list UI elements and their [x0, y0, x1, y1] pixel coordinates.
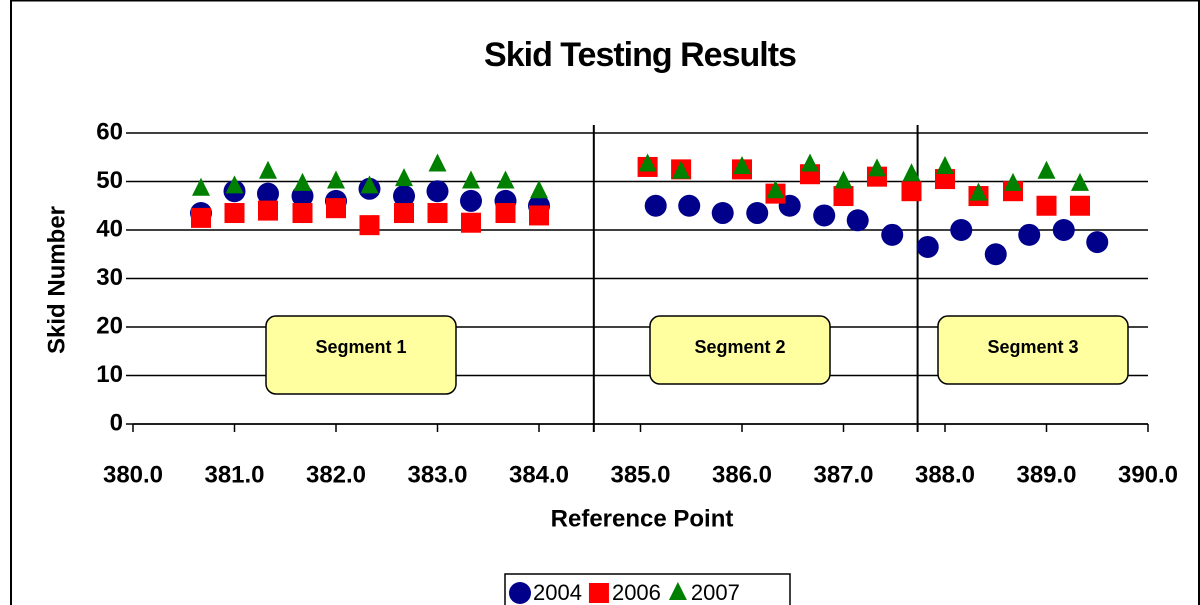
x-tick-label: 382.0 — [306, 461, 366, 488]
point — [459, 189, 482, 212]
point — [766, 180, 785, 199]
legend-marker — [509, 582, 531, 604]
point — [902, 163, 921, 182]
y-tick-label: 0 — [110, 409, 123, 436]
point — [395, 168, 414, 187]
point — [327, 170, 345, 189]
point — [359, 215, 380, 236]
point — [461, 170, 480, 189]
point — [530, 180, 548, 199]
point — [746, 202, 769, 225]
x-tick-label: 385.0 — [610, 461, 670, 488]
point — [192, 177, 211, 196]
point — [258, 160, 277, 179]
x-tick-label: 380.0 — [103, 461, 163, 488]
point — [1070, 172, 1089, 191]
point — [393, 185, 416, 208]
point — [191, 207, 212, 228]
segment-box — [265, 315, 457, 395]
point — [984, 243, 1007, 266]
point — [672, 160, 691, 179]
frame — [10, 0, 1200, 605]
x-tick-label: 387.0 — [813, 461, 873, 488]
legend-label: 2007 — [691, 580, 740, 605]
point — [426, 180, 449, 203]
y-tick-label: 10 — [96, 361, 123, 388]
y-axis-label: Skid Number — [43, 206, 70, 354]
point — [638, 153, 657, 172]
point — [801, 153, 820, 172]
point — [950, 219, 973, 241]
point — [529, 205, 549, 226]
y-tick-label: 60 — [96, 118, 123, 145]
point — [1069, 195, 1090, 216]
x-tick-label: 388.0 — [915, 461, 975, 488]
point — [1052, 219, 1075, 241]
point — [833, 186, 854, 207]
point — [1086, 231, 1109, 254]
legend — [504, 573, 791, 605]
point — [460, 212, 481, 233]
point — [834, 170, 853, 189]
point — [326, 198, 346, 219]
legend-label: 2006 — [612, 580, 661, 605]
legend-marker — [668, 582, 687, 600]
point — [644, 194, 667, 217]
chart-title: Skid Testing Results — [484, 36, 796, 74]
point — [901, 181, 922, 202]
legend-label: 2004 — [533, 580, 582, 605]
legend-marker — [588, 583, 609, 603]
segment-label: Segment 2 — [694, 337, 785, 357]
point — [711, 202, 734, 225]
y-tick-label: 50 — [96, 167, 123, 194]
point — [846, 209, 869, 232]
point — [256, 182, 279, 205]
point — [496, 170, 515, 189]
point — [935, 169, 955, 190]
point — [225, 175, 244, 194]
x-tick-label: 384.0 — [509, 461, 569, 488]
point — [293, 172, 312, 191]
point — [428, 153, 447, 172]
y-tick-label: 30 — [96, 264, 123, 291]
point — [881, 223, 904, 246]
point — [733, 155, 751, 174]
point — [1036, 195, 1057, 216]
segment-label: Segment 3 — [987, 337, 1078, 357]
x-tick-label: 390.0 — [1118, 461, 1178, 488]
x-tick-label: 381.0 — [204, 461, 264, 488]
point — [678, 194, 701, 217]
point — [224, 203, 245, 224]
point — [936, 155, 954, 174]
point — [969, 182, 988, 201]
point — [1018, 223, 1041, 246]
x-axis-label: Reference Point — [551, 505, 734, 532]
x-tick-label: 389.0 — [1016, 461, 1076, 488]
segment-box — [937, 315, 1129, 385]
point — [394, 203, 415, 224]
point — [813, 204, 836, 227]
point — [1037, 160, 1056, 179]
point — [292, 203, 313, 224]
x-tick-label: 386.0 — [712, 461, 772, 488]
point — [360, 175, 379, 194]
point — [427, 203, 448, 224]
point — [495, 203, 516, 224]
point — [257, 200, 278, 221]
point — [867, 158, 886, 177]
segment-label: Segment 1 — [315, 337, 406, 357]
point — [916, 235, 939, 258]
y-tick-label: 20 — [96, 312, 123, 339]
y-tick-label: 40 — [96, 215, 123, 242]
segment-box — [649, 315, 831, 385]
x-tick-label: 383.0 — [407, 461, 467, 488]
point — [1004, 172, 1023, 191]
